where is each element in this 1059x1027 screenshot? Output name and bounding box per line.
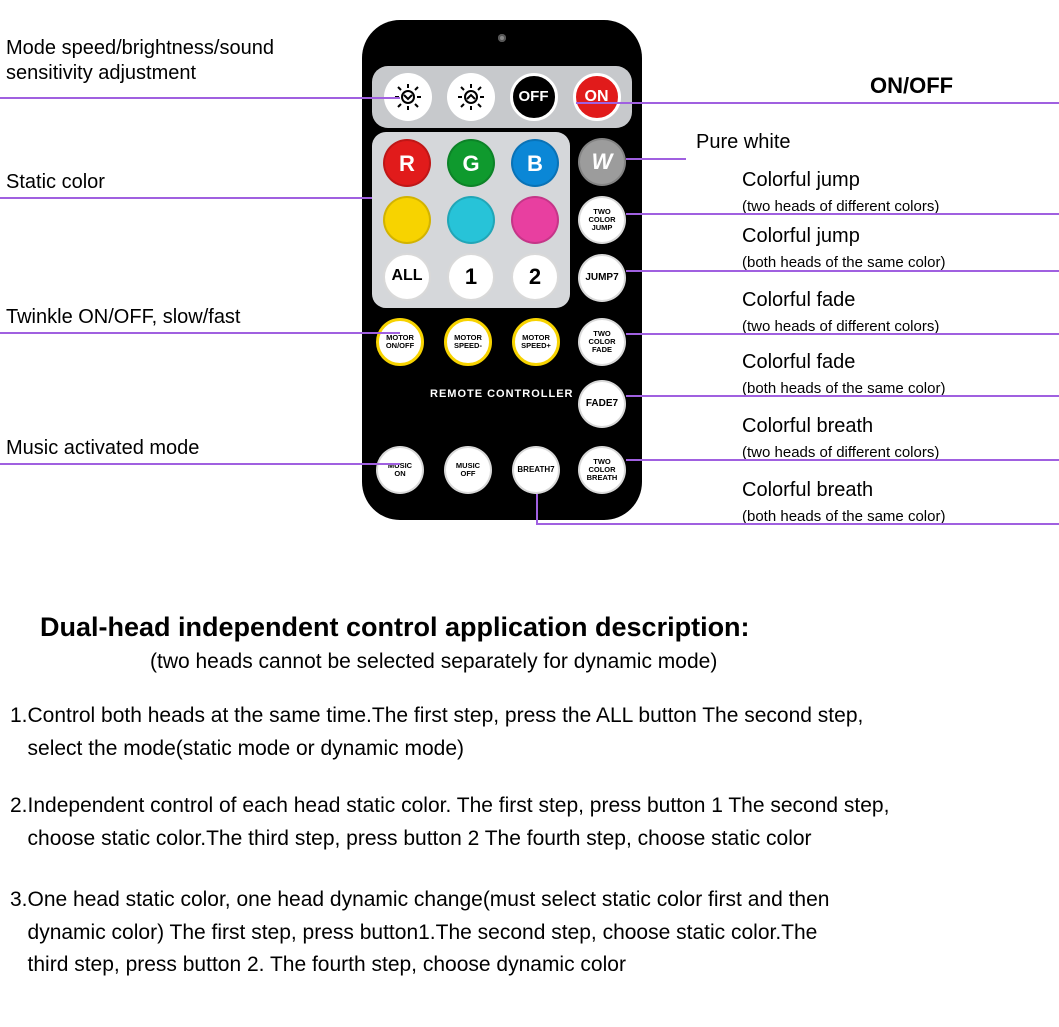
line-twinkle: [0, 332, 400, 334]
vline-breath-same: [536, 494, 538, 523]
yellow-button[interactable]: [383, 196, 431, 244]
desc-p1: 1.Control both heads at the same time.Th…: [10, 700, 1049, 765]
music-on-button[interactable]: MUSIC ON: [376, 446, 424, 494]
desc-p2: 2.Independent control of each head stati…: [10, 790, 1049, 855]
motor-speed-minus-button[interactable]: MOTOR SPEED-: [444, 318, 492, 366]
green-button[interactable]: G: [447, 139, 495, 187]
line-jump-same: [626, 270, 1059, 272]
anno-jump-diff-title: Colorful jump: [742, 169, 860, 191]
static-color-panel: R G B ALL 1 2: [372, 132, 570, 308]
remote-title: REMOTE CONTROLLER: [430, 388, 574, 400]
anno-static-color: Static color: [6, 170, 105, 195]
anno-fade-same-title: Colorful fade: [742, 351, 855, 373]
top-panel: OFF ON: [372, 66, 632, 128]
anno-breath-same-title: Colorful breath: [742, 479, 873, 501]
anno-fade-diff: Colorful fade (two heads of different co…: [742, 288, 939, 338]
on-button[interactable]: ON: [573, 73, 621, 121]
red-button[interactable]: R: [383, 139, 431, 187]
anno-pure-white: Pure white: [696, 130, 791, 155]
anno-jump-same-title: Colorful jump: [742, 225, 860, 247]
anno-jump-same: Colorful jump (both heads of the same co…: [742, 224, 945, 274]
anno-breath-diff-title: Colorful breath: [742, 415, 873, 437]
anno-fade-same: Colorful fade (both heads of the same co…: [742, 350, 945, 400]
breath7-button[interactable]: BREATH7: [512, 446, 560, 494]
two-color-breath-button[interactable]: TWO COLOR BREATH: [578, 446, 626, 494]
line-mode-speed: [0, 97, 400, 99]
all-button[interactable]: ALL: [383, 253, 431, 301]
anno-breath-same: Colorful breath (both heads of the same …: [742, 478, 945, 528]
anno-twinkle: Twinkle ON/OFF, slow/fast: [6, 305, 241, 330]
motor-speed-plus-button[interactable]: MOTOR SPEED+: [512, 318, 560, 366]
two-color-fade-button[interactable]: TWO COLOR FADE: [578, 318, 626, 366]
sun-up-icon: [456, 82, 486, 112]
line-static-color: [0, 197, 372, 199]
anno-fade-diff-title: Colorful fade: [742, 289, 855, 311]
jump7-button[interactable]: JUMP7: [578, 254, 626, 302]
brightness-up-button[interactable]: [447, 73, 495, 121]
anno-breath-diff: Colorful breath (two heads of different …: [742, 414, 939, 464]
ir-hole: [498, 34, 506, 42]
desc-p3: 3.One head static color, one head dynami…: [10, 884, 1049, 982]
music-off-button[interactable]: MUSIC OFF: [444, 446, 492, 494]
desc-subhead: (two heads cannot be selected separately…: [150, 650, 717, 674]
line-breath-diff: [626, 459, 1059, 461]
line-onoff: [576, 102, 1059, 104]
remote-body: OFF ON R G B ALL 1 2 W TWO COLOR JUMP JU…: [362, 20, 642, 520]
line-fade-same: [626, 395, 1059, 397]
white-button[interactable]: W: [578, 138, 626, 186]
two-color-jump-button[interactable]: TWO COLOR JUMP: [578, 196, 626, 244]
anno-mode-speed: Mode speed/brightness/sound sensitivity …: [6, 36, 274, 86]
line-fade-diff: [626, 333, 1059, 335]
line-breath-same: [536, 523, 1059, 525]
line-pure-white: [626, 158, 686, 160]
fade7-button[interactable]: FADE7: [578, 380, 626, 428]
anno-music: Music activated mode: [6, 436, 199, 461]
diagram-canvas: OFF ON R G B ALL 1 2 W TWO COLOR JUMP JU…: [0, 0, 1059, 1027]
head2-button[interactable]: 2: [511, 253, 559, 301]
anno-jump-same-sub: (both heads of the same color): [742, 254, 945, 271]
anno-onoff: ON/OFF: [870, 72, 953, 100]
blue-button[interactable]: B: [511, 139, 559, 187]
line-music: [0, 463, 400, 465]
line-jump-diff: [626, 213, 1059, 215]
anno-jump-diff: Colorful jump (two heads of different co…: [742, 168, 939, 218]
head1-button[interactable]: 1: [447, 253, 495, 301]
cyan-button[interactable]: [447, 196, 495, 244]
desc-heading: Dual-head independent control applicatio…: [40, 612, 750, 643]
motor-onoff-button[interactable]: MOTOR ON/OFF: [376, 318, 424, 366]
off-button[interactable]: OFF: [510, 73, 558, 121]
magenta-button[interactable]: [511, 196, 559, 244]
